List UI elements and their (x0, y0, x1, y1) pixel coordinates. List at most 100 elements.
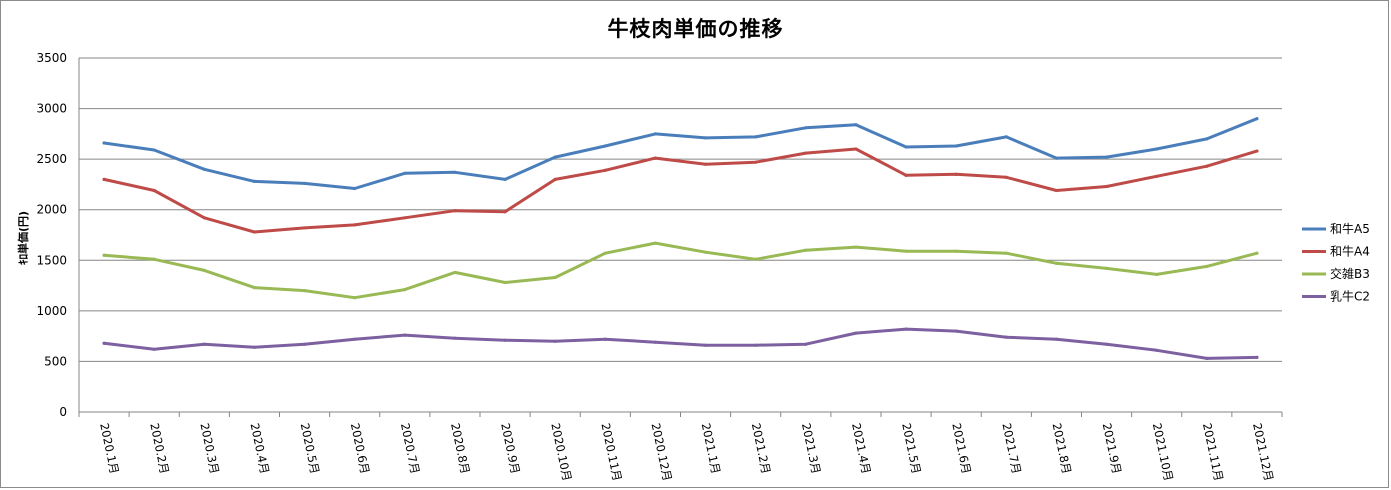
data-point (102, 177, 106, 181)
data-point (854, 147, 858, 151)
legend-label: 和牛A4 (1330, 244, 1370, 259)
y-tick-label: 0 (59, 405, 67, 419)
data-point (1004, 175, 1008, 179)
data-point (353, 186, 357, 191)
data-point (954, 172, 958, 176)
data-point (1255, 251, 1259, 255)
data-point (804, 248, 808, 252)
data-point (854, 123, 858, 127)
data-point (653, 340, 658, 344)
data-point (403, 333, 407, 337)
data-point (1155, 272, 1159, 277)
data-point (102, 253, 106, 257)
data-point (302, 342, 307, 346)
data-point (1054, 188, 1059, 193)
data-point (653, 156, 658, 160)
data-point (403, 171, 407, 175)
data-point (302, 289, 307, 293)
x-tick-label: 2020.11月 (598, 422, 624, 483)
data-point (1205, 264, 1209, 268)
data-point (804, 342, 808, 346)
data-point (754, 343, 758, 347)
data-point (252, 345, 257, 349)
x-tick-label: 2020.7月 (398, 422, 422, 476)
y-tick-label: 1000 (36, 304, 67, 318)
data-point (202, 167, 206, 171)
legend-label: 和牛A5 (1330, 221, 1370, 236)
data-point (603, 144, 607, 148)
data-point (453, 336, 457, 340)
x-tick-label: 2021.7月 (999, 422, 1023, 476)
data-point (1255, 117, 1259, 121)
data-point (1054, 337, 1059, 341)
data-point (1054, 156, 1059, 160)
series-line (102, 241, 1259, 300)
data-point (202, 268, 206, 272)
legend-label: 交雑B3 (1330, 266, 1370, 281)
data-point (152, 188, 156, 193)
data-point (653, 241, 658, 245)
x-tick-label: 2020.2月 (147, 422, 171, 476)
data-point (503, 280, 507, 285)
data-point (603, 337, 607, 341)
x-tick-label: 2021.5月 (899, 422, 923, 476)
x-tick-label: 2020.10月 (548, 422, 574, 483)
data-point (603, 251, 607, 255)
data-point (854, 331, 858, 335)
y-tick-label: 500 (44, 354, 67, 368)
data-point (503, 210, 507, 214)
data-point (904, 145, 908, 149)
data-point (1155, 348, 1159, 352)
y-axis-label: ｷﾛ単価(円) (16, 211, 30, 265)
data-point (1155, 147, 1159, 151)
data-point (754, 257, 758, 261)
data-point (503, 177, 507, 181)
data-point (302, 226, 307, 230)
data-point (553, 339, 557, 343)
data-point (1255, 149, 1259, 153)
x-tick-label: 2021.9月 (1100, 422, 1124, 476)
x-tick-label: 2020.9月 (498, 422, 522, 476)
data-point (252, 179, 257, 183)
y-tick-label: 3500 (36, 51, 67, 65)
data-point (403, 216, 407, 220)
x-tick-label: 2021.4月 (849, 422, 873, 476)
series-line (102, 147, 1259, 234)
data-point (202, 216, 206, 220)
data-point (904, 327, 908, 331)
data-point (854, 245, 858, 249)
data-point (152, 257, 156, 261)
y-tick-label: 1500 (36, 253, 67, 267)
data-point (503, 338, 507, 342)
data-point (1104, 266, 1109, 270)
data-point (1205, 164, 1209, 168)
data-point (403, 288, 407, 292)
data-point (904, 173, 908, 177)
data-point (954, 329, 958, 333)
x-tick-label: 2021.8月 (1050, 422, 1074, 476)
data-point (102, 141, 106, 145)
x-tick-label: 2021.6月 (949, 422, 973, 476)
x-tick-label: 2021.1月 (699, 422, 723, 476)
y-tick-label: 3000 (36, 102, 67, 116)
x-tick-label: 2020.8月 (448, 422, 472, 476)
data-point (353, 296, 357, 300)
data-point (703, 162, 708, 166)
data-point (353, 223, 357, 227)
data-point (353, 337, 357, 341)
x-tick-label: 2021.3月 (799, 422, 823, 476)
data-point (553, 275, 557, 280)
chart-title: 牛枝肉単価の推移 (607, 17, 784, 41)
data-point (703, 343, 708, 347)
data-point (954, 144, 958, 148)
data-point (1155, 174, 1159, 178)
series-line (102, 117, 1259, 190)
x-tick-label: 2020.6月 (348, 422, 372, 476)
data-point (904, 249, 908, 253)
data-point (252, 230, 257, 234)
x-tick-label: 2021.10月 (1150, 422, 1176, 483)
data-point (553, 177, 557, 181)
data-point (202, 342, 206, 346)
data-point (453, 270, 457, 275)
data-point (804, 151, 808, 155)
